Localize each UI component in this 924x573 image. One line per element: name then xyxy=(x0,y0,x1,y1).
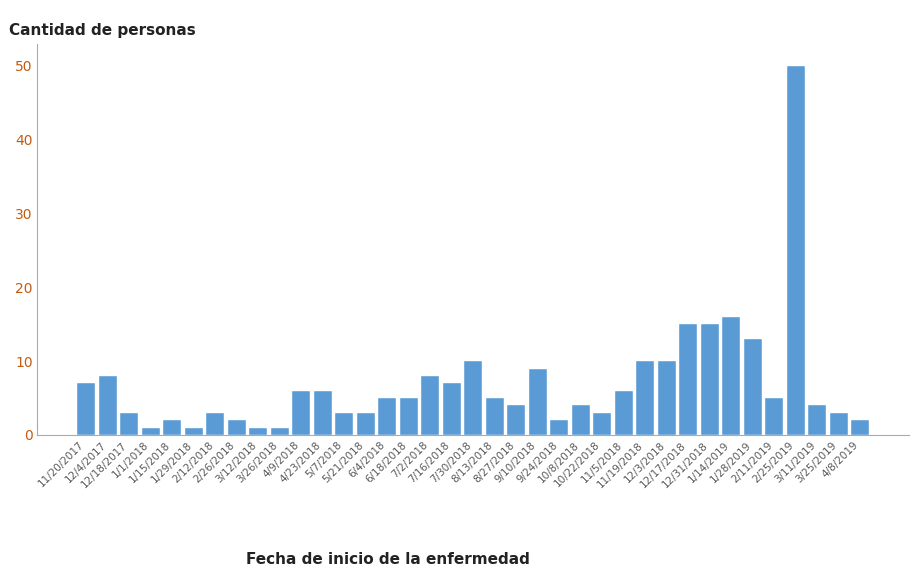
Bar xyxy=(249,427,267,435)
Bar xyxy=(443,383,461,435)
Bar xyxy=(572,406,590,435)
Bar xyxy=(529,368,547,435)
Bar xyxy=(851,420,869,435)
Bar xyxy=(335,413,353,435)
Bar xyxy=(723,317,740,435)
Bar xyxy=(636,361,654,435)
Bar xyxy=(185,427,203,435)
Bar xyxy=(786,66,805,435)
Bar xyxy=(700,324,719,435)
Bar xyxy=(206,413,225,435)
Bar xyxy=(550,420,568,435)
Bar xyxy=(507,406,526,435)
Bar xyxy=(658,361,675,435)
Bar xyxy=(399,398,418,435)
Bar xyxy=(808,406,826,435)
Bar xyxy=(313,391,332,435)
Bar xyxy=(593,413,612,435)
Bar xyxy=(164,420,181,435)
Bar xyxy=(227,420,246,435)
Text: Cantidad de personas: Cantidad de personas xyxy=(9,23,196,38)
Bar xyxy=(744,339,762,435)
Bar xyxy=(357,413,375,435)
Bar xyxy=(378,398,396,435)
Bar xyxy=(421,376,440,435)
Bar xyxy=(464,361,482,435)
Bar xyxy=(486,398,504,435)
Bar xyxy=(292,391,310,435)
Bar xyxy=(830,413,848,435)
Bar xyxy=(120,413,139,435)
Bar xyxy=(77,383,95,435)
Bar xyxy=(271,427,289,435)
Bar xyxy=(99,376,116,435)
Text: Fecha de inicio de la enfermedad: Fecha de inicio de la enfermedad xyxy=(246,552,530,567)
Bar xyxy=(614,391,633,435)
Bar xyxy=(679,324,698,435)
Bar xyxy=(141,427,160,435)
Bar xyxy=(765,398,784,435)
